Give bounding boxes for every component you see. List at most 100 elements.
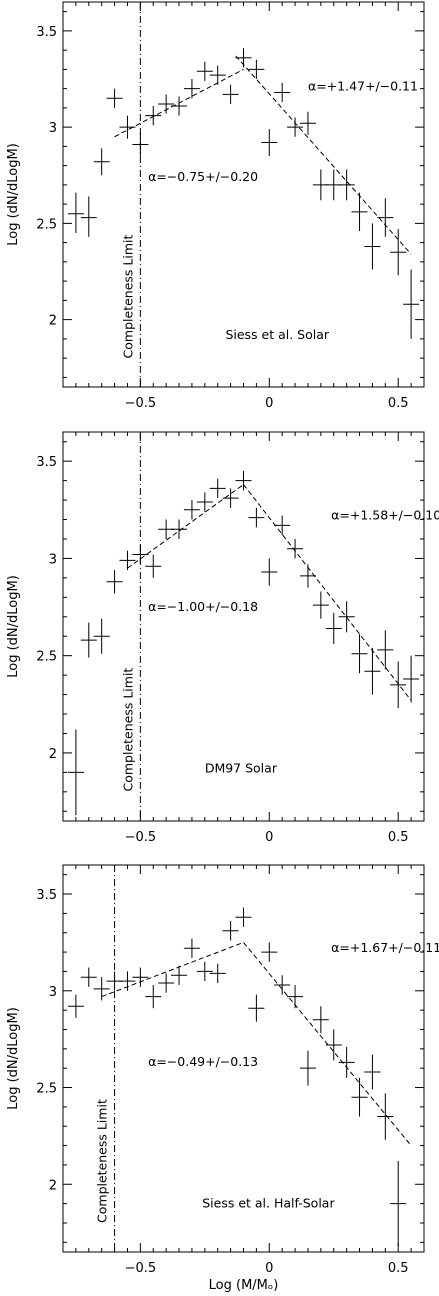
data-point <box>235 470 252 491</box>
data-point <box>80 622 97 658</box>
data-point <box>390 229 407 276</box>
data-point <box>171 965 188 985</box>
data-point <box>119 550 136 571</box>
data-point <box>209 65 226 85</box>
y-tick-label: 2 <box>49 747 57 762</box>
data-point <box>93 977 110 1001</box>
y-tick-label: 2 <box>49 314 57 329</box>
data-point <box>132 544 149 565</box>
x-tick-label: −0.5 <box>125 830 157 845</box>
data-point <box>325 1029 342 1061</box>
data-point <box>274 82 291 103</box>
data-point <box>274 515 291 536</box>
data-point <box>80 967 97 987</box>
data-point <box>377 630 394 670</box>
data-point <box>338 601 355 633</box>
panel-label: Siess et al. Solar <box>225 327 329 342</box>
panel-1: −0.5 0 0.5 2 2.5 3 3.5 Log (dN/dLogM) Completene… <box>6 1 425 411</box>
data-point <box>287 538 304 559</box>
data-point <box>248 59 265 79</box>
data-point <box>196 492 213 512</box>
data-point <box>93 618 110 654</box>
slope-label-2: α=+1.47+/−0.11 <box>308 79 418 94</box>
data-point <box>403 655 420 703</box>
data-point <box>312 591 329 619</box>
data-point <box>93 148 110 176</box>
data-point <box>209 478 226 499</box>
x-tick-label: −0.5 <box>125 396 157 411</box>
data-point <box>209 963 226 984</box>
slope-label-1: α=−1.00+/−0.18 <box>148 599 258 614</box>
data-point <box>145 105 162 126</box>
data-point <box>364 647 381 695</box>
panel-label: Siess et al. Half-Solar <box>202 1195 335 1210</box>
y-tick-label: 3.5 <box>36 888 57 903</box>
x-axis-title: Log (M/Mₒ) <box>209 1278 279 1293</box>
data-point <box>222 488 239 508</box>
fit-line-2 <box>235 55 412 255</box>
data-point <box>132 132 149 156</box>
data-point <box>235 907 252 927</box>
data-point <box>351 1077 368 1117</box>
data-point <box>235 48 252 68</box>
data-point <box>325 612 342 645</box>
fit-line-1 <box>101 941 244 998</box>
panel-label: DM97 Solar <box>205 760 278 775</box>
panel-2: −0.5 0 0.5 2 2.5 3 3.5 Log (dN/dLogM) Completene… <box>6 431 439 845</box>
data-point <box>390 661 407 709</box>
x-tick-label: 0 <box>265 396 273 411</box>
data-point <box>261 558 278 586</box>
panel-3: −0.5 0 0.5 2 2.5 3 3.5 Log (dN/dLogM) Log (M/Mₒ)… <box>6 864 439 1293</box>
data-point <box>248 507 265 528</box>
data-point <box>183 938 200 958</box>
data-point <box>299 1050 316 1086</box>
data-point <box>67 994 84 1018</box>
fit-line-2 <box>243 942 412 1146</box>
data-point <box>351 634 368 674</box>
x-tick-label: −0.5 <box>125 1261 157 1276</box>
x-tick-label: 0.5 <box>388 830 409 845</box>
data-point <box>377 198 394 237</box>
data-point <box>364 1054 381 1090</box>
data-point <box>222 84 239 105</box>
completeness-limit-label: Completeness Limit <box>120 668 135 792</box>
data-point <box>377 1093 394 1140</box>
data-point <box>364 223 381 270</box>
data-point <box>106 570 123 594</box>
data-point <box>183 500 200 520</box>
data-point <box>171 96 188 116</box>
data-point <box>222 921 239 941</box>
slope-label-1: α=−0.75+/−0.20 <box>148 169 258 184</box>
fit-line-1 <box>127 484 244 569</box>
data-point <box>390 1161 407 1247</box>
data-point <box>145 984 162 1009</box>
data-point <box>261 942 278 962</box>
data-point <box>119 971 136 991</box>
data-point <box>106 88 123 108</box>
data-point <box>403 269 420 339</box>
x-tick-label: 0.5 <box>388 396 409 411</box>
y-tick-label: 3 <box>49 552 57 567</box>
y-tick-label: 3 <box>49 121 57 136</box>
data-point <box>132 967 149 987</box>
data-point <box>145 554 162 578</box>
completeness-limit-label: Completeness Limit <box>95 1099 110 1223</box>
y-tick-label: 3 <box>49 985 57 1000</box>
y-tick-label: 2 <box>49 1178 57 1193</box>
data-point <box>351 192 368 232</box>
data-point <box>338 1046 355 1078</box>
data-point <box>67 192 84 233</box>
data-point <box>287 117 304 137</box>
data-point <box>196 961 213 982</box>
y-tick-label: 2.5 <box>36 1082 57 1097</box>
slope-label-2: α=+1.67+/−0.11 <box>331 940 439 955</box>
data-point <box>248 994 265 1022</box>
data-point <box>338 169 355 201</box>
data-point <box>287 984 304 1009</box>
x-tick-label: 0 <box>265 830 273 845</box>
y-axis-title: Log (dN/dLogM) <box>6 143 21 246</box>
data-point <box>261 129 278 156</box>
slope-label-2: α=+1.58+/−0.10 <box>331 508 439 523</box>
data-point <box>274 975 291 995</box>
